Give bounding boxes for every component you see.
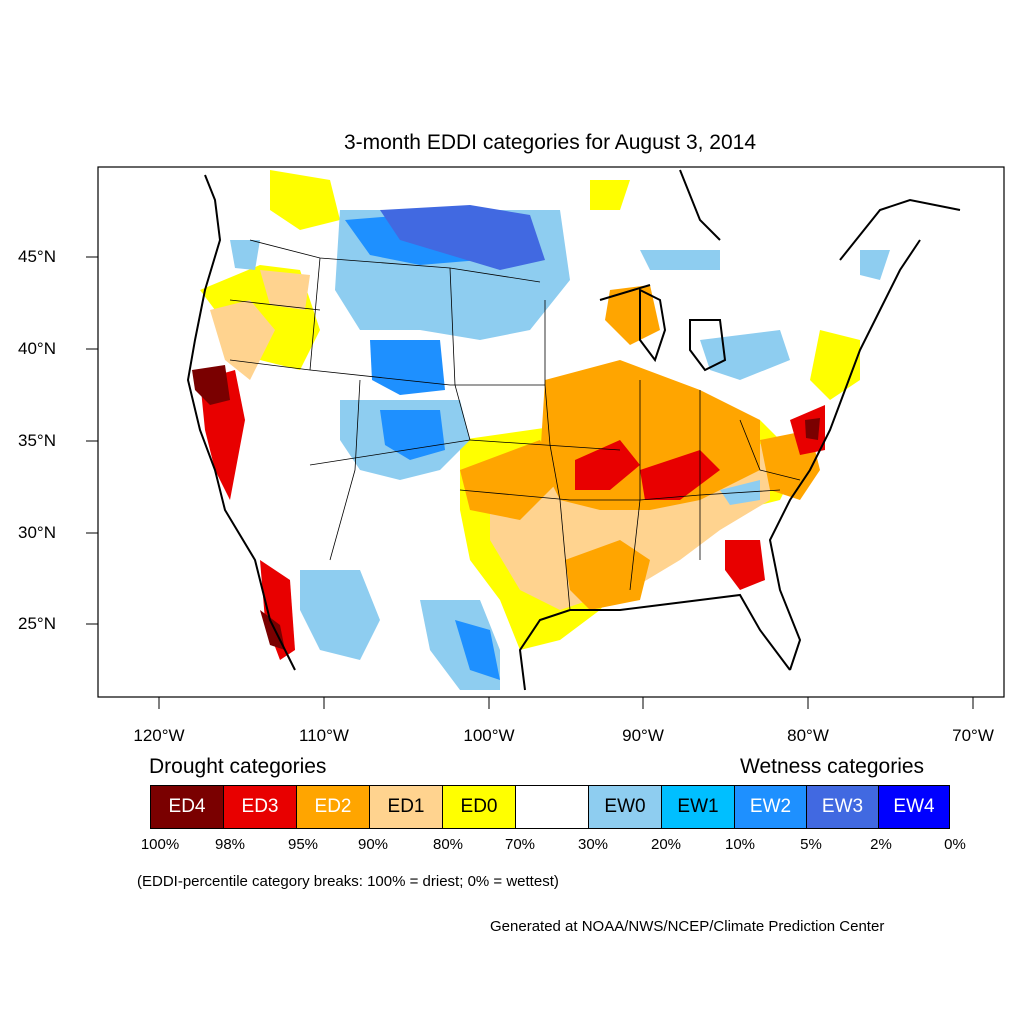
map-title: 3-month EDDI categories for August 3, 20… [343,131,757,154]
coastlines [186,169,961,691]
legend-swatch-ed4: ED4 [150,785,224,829]
lon-label-100w: 100°W [463,726,515,745]
lat-label-45: 45°N [18,247,56,266]
break-label: 70% [504,836,536,853]
break-label: 5% [800,836,822,853]
legend-swatch-ed0: ED0 [442,785,516,829]
credit-line: Generated at NOAA/NWS/NCEP/Climate Predi… [490,918,885,935]
break-label: 80% [432,836,464,853]
break-label: 95% [287,836,319,853]
drought-heading: Drought categories [149,755,327,778]
state-borders [229,239,801,611]
lat-label-25: 25°N [18,614,56,633]
break-label: 2% [870,836,892,853]
legend-swatch-ew0: EW0 [588,785,662,829]
lon-label-80w: 80°W [787,726,829,745]
break-label: 20% [650,836,682,853]
lat-label-40: 40°N [18,339,56,358]
map-frame [97,166,1005,698]
break-label: 30% [577,836,609,853]
lon-label-120w: 120°W [133,726,185,745]
legend-swatch-ew1: EW1 [661,785,735,829]
legend-swatch-ed1: ED1 [369,785,443,829]
legend-swatch-ed3: ED3 [223,785,297,829]
break-label: 10% [724,836,756,853]
legend-swatch-neutral [515,785,589,829]
break-label: 100% [140,836,180,853]
map-ticks [86,256,974,709]
lon-label-70w: 70°W [952,726,994,745]
lon-label-90w: 90°W [622,726,664,745]
dark-red-ed4-areas [192,365,820,650]
break-label: 0% [944,836,966,853]
wetness-heading: Wetness categories [740,755,925,778]
break-label: 90% [357,836,389,853]
break-label: 98% [214,836,246,853]
legend-swatch-ew4: EW4 [878,785,950,829]
royal-blue-ew3-areas [380,205,545,270]
category-breaks-note: (EDDI-percentile category breaks: 100% =… [137,873,559,890]
legend-swatch-ed2: ED2 [296,785,370,829]
lat-label-35: 35°N [18,431,56,450]
legend-swatch-ew3: EW3 [806,785,879,829]
map-field [186,169,961,691]
legend-swatch-ew2: EW2 [734,785,807,829]
lon-label-110w: 110°W [299,726,349,745]
lat-label-30: 30°N [18,523,56,542]
